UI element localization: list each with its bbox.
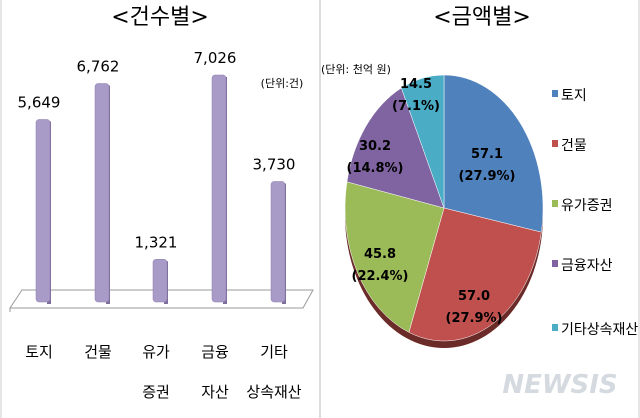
pie-slice	[408, 207, 542, 342]
category-label: 유가	[142, 343, 170, 361]
slice-percent-label: (22.4%)	[352, 269, 409, 284]
category-label: 자산	[201, 383, 229, 401]
bar-unit-note: (단위:건)	[261, 77, 304, 90]
legend-label: 금융자산	[561, 258, 613, 274]
pie: 57.1 (27.9%) 57.0 (27.9%) 45.8 (22.4%) 30.2 (14…	[344, 74, 544, 348]
slice-percent-label: (27.9%)	[446, 311, 503, 326]
bar-value-label: 7,026	[194, 49, 237, 67]
bar	[270, 181, 286, 303]
pie-slice	[401, 74, 445, 209]
bar	[152, 259, 168, 303]
legend-label: 기타상속재산	[561, 322, 638, 338]
slice-value-label: 45.8	[364, 247, 396, 262]
legend-swatch	[552, 324, 558, 331]
watermark: NEWSIS	[502, 370, 617, 400]
category-label: 금융	[201, 343, 229, 361]
legend-label: 토지	[561, 88, 587, 104]
pie-unit-note: (단위: 천억 원)	[321, 62, 391, 76]
bar-value-label: 6,762	[77, 58, 120, 76]
bar	[94, 83, 110, 303]
legend-swatch	[552, 140, 558, 147]
pie-slice	[346, 87, 445, 209]
legend-label: 유가증권	[561, 198, 613, 214]
bars: 5,649 토지 6,762 건물 1,321 유가증권 7,026 금융자산 3,730 기타상…	[18, 49, 302, 401]
pie-slice	[344, 181, 445, 333]
slice-percent-label: (27.9%)	[459, 169, 516, 184]
slice-percent-label: (14.8%)	[347, 161, 404, 176]
bar-value-label: 5,649	[18, 93, 61, 111]
slice-value-label: 57.1	[471, 147, 503, 162]
slice-percent-label: (7.1%)	[392, 99, 440, 114]
slice-value-label: 57.0	[458, 289, 490, 304]
category-label: 기타	[260, 343, 288, 361]
category-label: 토지	[25, 343, 53, 361]
category-label: 상속재산	[246, 383, 301, 401]
pie-chart-title: <금액별>	[433, 5, 531, 30]
bar-chart-title: <건수별>	[111, 5, 209, 30]
slice-value-label: 14.5	[400, 77, 432, 92]
legend-swatch	[552, 260, 558, 267]
legend-label: 건물	[561, 138, 587, 154]
legend-swatch	[552, 90, 558, 97]
bar-value-label: 3,730	[253, 155, 296, 173]
category-label: 증권	[142, 383, 170, 401]
bar-value-label: 1,321	[135, 233, 178, 251]
category-label: 건물	[84, 343, 112, 361]
slice-value-label: 30.2	[359, 139, 391, 154]
legend-swatch	[552, 200, 558, 207]
bar	[35, 119, 51, 303]
pie-slice	[443, 74, 544, 233]
bar	[211, 74, 227, 303]
